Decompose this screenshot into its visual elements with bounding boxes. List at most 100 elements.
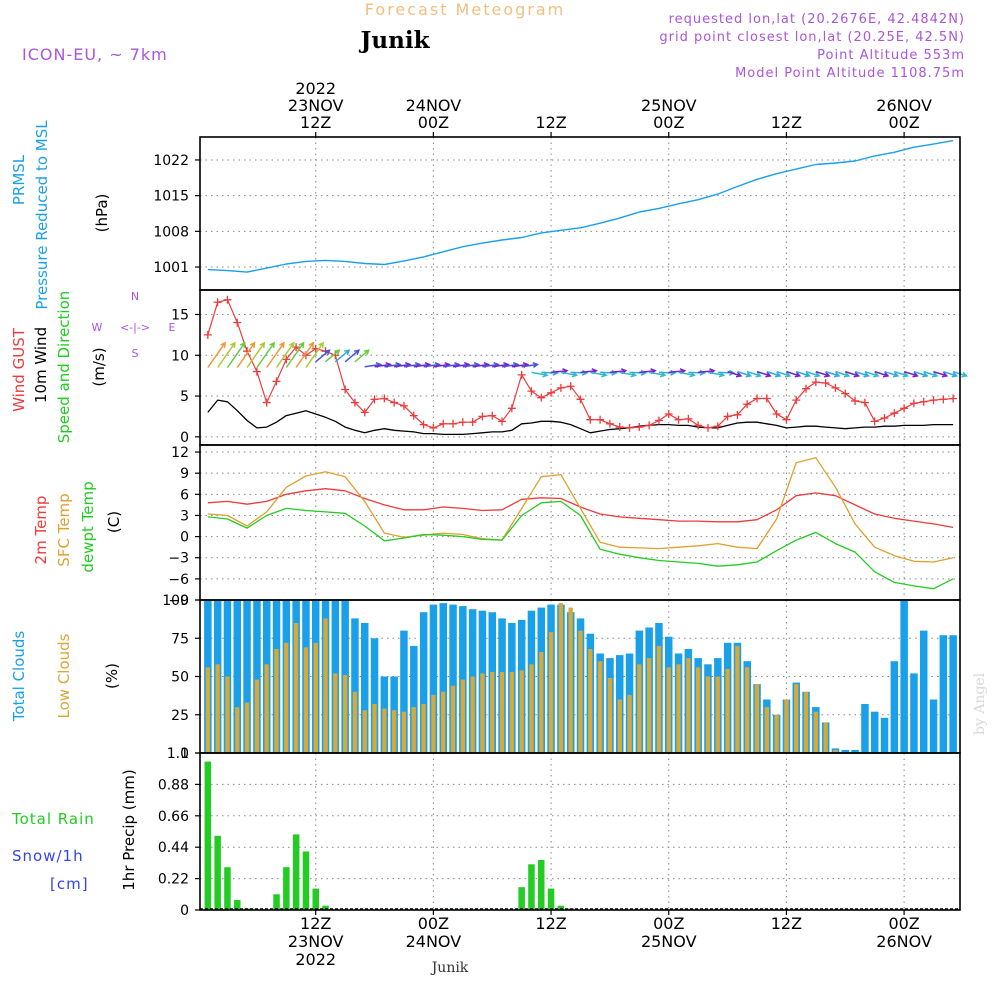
total-cloud-bar (429, 604, 438, 753)
top-time-label: 23NOV (288, 96, 344, 115)
pressure-label-1: PRMSL (10, 154, 28, 205)
temp-unit: (C) (105, 511, 123, 533)
total-cloud-bar (851, 749, 859, 753)
grid-point-coords: grid point closest lon,lat (20.25E, 42.5… (659, 30, 965, 45)
rain-bar (557, 905, 565, 910)
wind-ytick-label: 5 (180, 389, 189, 405)
bottom-time-label: 26NOV (876, 932, 932, 951)
compass-s: S (132, 347, 139, 360)
gust-marker (507, 404, 516, 413)
top-time-label: 12Z (771, 113, 802, 132)
clouds-ytick-label: 75 (171, 631, 189, 647)
gust-marker (556, 383, 565, 392)
low-cloud-bar (715, 676, 720, 753)
wind-arrow (933, 370, 949, 378)
wind-arrow (845, 370, 861, 378)
low-cloud-bar (343, 675, 348, 753)
bottom-time-label: 2022 (295, 950, 336, 969)
total-cloud-bar (233, 600, 241, 753)
gust-marker (753, 394, 762, 403)
wind-arrow (786, 370, 802, 378)
total-cloud-bar (419, 612, 428, 753)
total-cloud-bar (361, 623, 369, 753)
gust-marker (233, 318, 242, 327)
gust-marker (272, 377, 281, 386)
wind-ytick-label: 10 (171, 348, 189, 364)
total-cloud-bar (939, 635, 948, 753)
gust-marker (252, 367, 261, 376)
total-cloud-bar (949, 635, 957, 753)
pressure-ytick-label: 1008 (153, 224, 189, 240)
gust-marker (949, 394, 958, 403)
temp-dewpt-line (207, 500, 954, 590)
low-cloud-bar (264, 664, 269, 753)
rain-bar (528, 864, 535, 910)
gust-marker (703, 423, 712, 432)
chart-title: Forecast Meteogram (365, 0, 565, 19)
gust-marker (223, 295, 232, 304)
temp-sfc-line (207, 457, 954, 563)
axis-labels: 1001100810151022051015−9−6−3036912025507… (10, 79, 932, 969)
precip-ytick-label: 0.66 (158, 809, 189, 825)
gust-marker (870, 417, 879, 426)
bottom-time-label: 23NOV (288, 932, 344, 951)
footer-location: Junik (430, 960, 469, 976)
top-time-label: 00Z (888, 113, 919, 132)
location-title: Junik (359, 27, 431, 54)
rain-bar (538, 860, 545, 910)
low-cloud-bar (637, 664, 642, 753)
pressure-label-2: Pressure Reduced to MSL (33, 120, 51, 310)
wind-unit: (m/s) (90, 347, 108, 386)
wind-arrow (521, 361, 540, 369)
wind-arrow (285, 341, 305, 368)
gust-marker (429, 423, 438, 432)
temperature-ytick-label: 12 (171, 445, 189, 461)
wind-arrow (727, 370, 743, 378)
gust-marker (439, 419, 448, 428)
wind-arrow (344, 349, 361, 363)
precip-frame (199, 752, 961, 911)
wind-arrow (864, 370, 880, 378)
low-cloud-bar (509, 671, 514, 753)
top-time-label: 26NOV (876, 96, 932, 115)
gust-marker (635, 423, 644, 432)
total-cloud-bar (871, 711, 879, 753)
gust-marker (929, 396, 938, 405)
low-cloud-bar (392, 710, 397, 753)
gust-marker (674, 415, 683, 424)
low-cloud-bar (303, 647, 309, 753)
gust-marker (350, 398, 359, 407)
wind-arrow (256, 341, 276, 368)
gust-marker (566, 382, 575, 391)
low-cloud-bar (696, 667, 701, 753)
low-cloud-bar (686, 658, 691, 753)
gust-marker (380, 394, 389, 403)
wind-arrow (815, 370, 831, 378)
low-cloud-bar (725, 668, 730, 753)
low-cloud-bar (274, 649, 279, 753)
wind-arrow (737, 370, 753, 378)
wind-arrow (746, 370, 762, 378)
low-cloud-bar (735, 645, 740, 753)
wind-10m-line (207, 399, 954, 436)
total-cloud-bar (243, 600, 251, 753)
low-cloud-bar (480, 673, 485, 753)
gust-marker (625, 423, 634, 432)
total-cloud-bar (459, 606, 467, 753)
wind-arrow (894, 370, 910, 378)
gust-marker (399, 401, 408, 410)
total-cloud-bar (929, 699, 938, 753)
wind-frame (199, 289, 961, 446)
total-cloud-bar (880, 717, 889, 753)
rain-bar (214, 835, 221, 910)
low-cloud-bar (627, 694, 632, 753)
temperature-ytick-label: −6 (168, 572, 189, 588)
low-cloud-bar (548, 632, 554, 753)
wind-arrow (795, 370, 811, 378)
data-layer (203, 139, 969, 910)
panel-frames (195, 132, 961, 915)
wind-speed-dir-label: Speed and Direction (55, 291, 73, 444)
temperature-ytick-label: −3 (168, 551, 189, 567)
gust-marker (419, 420, 428, 429)
low-cloud-bar (254, 679, 259, 753)
